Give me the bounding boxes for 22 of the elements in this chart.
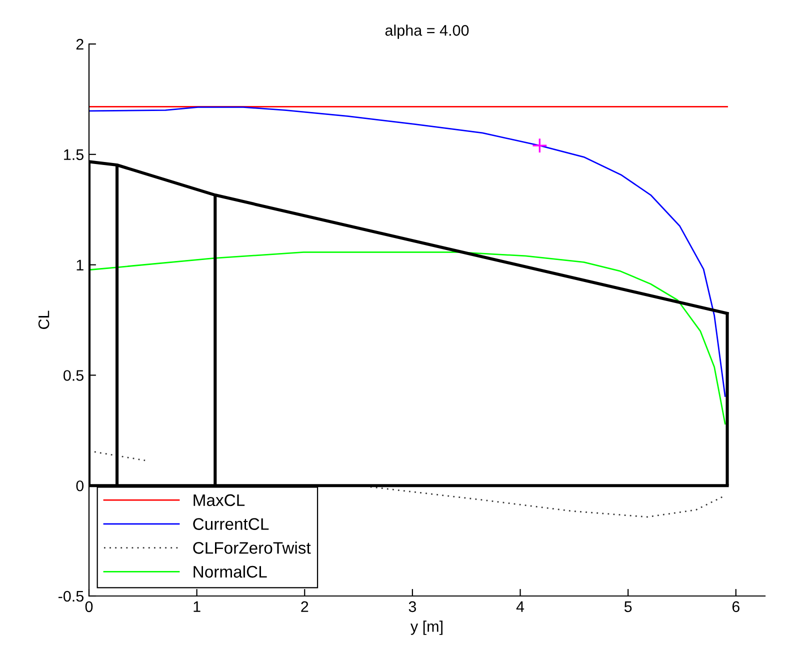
x-tick-label: 1 (194, 601, 200, 612)
legend-label: NormalCL (194, 565, 267, 578)
y-tick-label: 0 (76, 480, 84, 492)
x-axis-title: y [m] (410, 620, 442, 635)
x-tick-label: 6 (732, 601, 740, 612)
x-tick-label: 0 (85, 601, 93, 612)
y-tick-label: 0.5 (64, 370, 84, 381)
legend-label: CurrentCL (193, 518, 269, 530)
x-tick-label: 2 (301, 601, 308, 612)
legend-label: MaxCL (194, 494, 245, 506)
y-axis-title: CL (38, 310, 50, 329)
line-series (89, 252, 726, 424)
x-tick-label: 3 (408, 601, 416, 612)
chart-title: alpha = 4.00 (385, 24, 469, 39)
line-series (89, 106, 726, 397)
y-tick-label: -0.5 (58, 590, 84, 602)
x-tick-label: 5 (624, 601, 632, 612)
y-tick-label: 1 (76, 260, 84, 270)
y-tick-label: 2 (76, 38, 84, 50)
x-tick-label: 4 (516, 601, 524, 612)
y-tick-label: 1.5 (64, 149, 84, 160)
legend-label: CLForZeroTwist (193, 542, 311, 554)
